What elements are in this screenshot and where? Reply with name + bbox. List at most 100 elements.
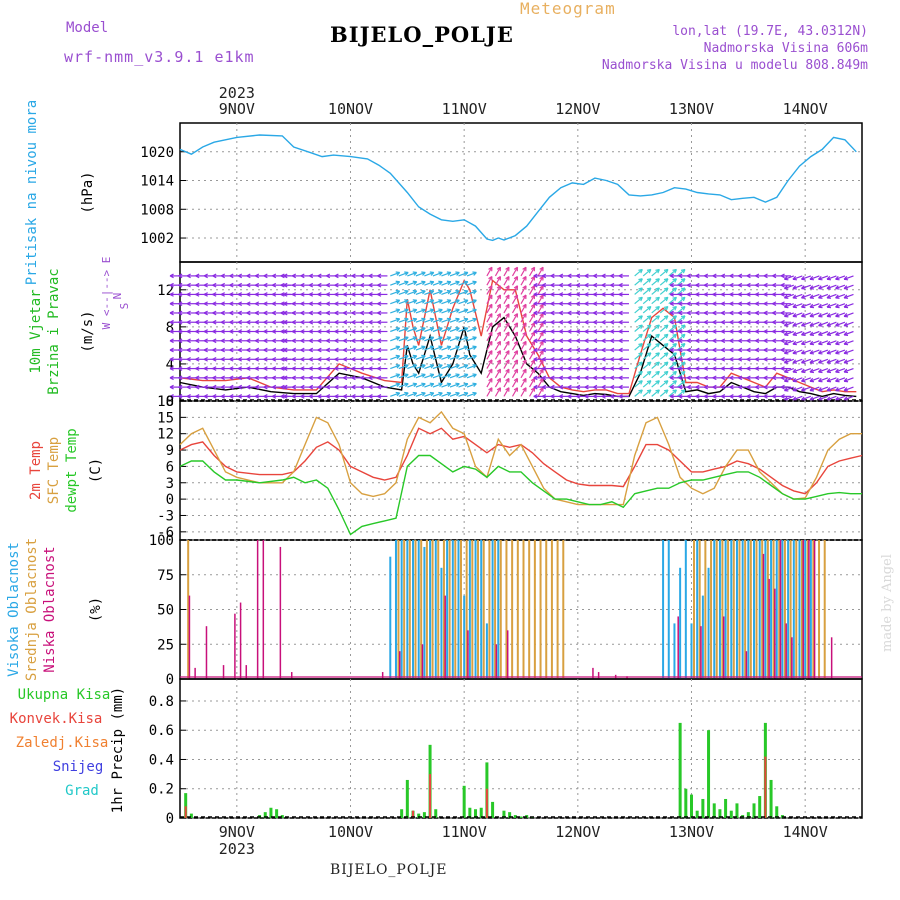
wind-arrow-head — [254, 338, 260, 344]
wind-arrow — [494, 313, 501, 323]
wind-arrow-head — [746, 394, 751, 399]
wind-arrow-head — [610, 338, 615, 344]
wind-arrow-head — [505, 350, 510, 355]
wind-arrow — [520, 313, 527, 323]
wind-arrow-head — [530, 359, 536, 364]
wind-arrow-head — [326, 310, 331, 316]
wind-arrow-head — [646, 305, 652, 311]
cloud-mid-bar — [545, 540, 548, 679]
wind-arrow-head — [843, 322, 849, 327]
wind-arrow-head — [237, 375, 243, 381]
wind-arrow-head — [843, 350, 849, 355]
wind-arrow-head — [729, 347, 734, 353]
wind-arrow — [486, 331, 493, 342]
wind-arrow-head — [522, 285, 527, 290]
wind-arrow-head — [522, 387, 527, 392]
wind-arrow — [407, 355, 417, 360]
cloud-high-bar — [730, 540, 733, 679]
wind-arrow-head — [203, 347, 208, 353]
wind-arrow-head — [220, 310, 225, 316]
wind-arrow — [784, 349, 795, 355]
wind-arrow-head — [783, 359, 789, 364]
wind-arrow-head — [638, 343, 643, 348]
wind-arrow-head — [308, 375, 314, 381]
series-line-dewpt-temp — [179, 454, 862, 536]
wind-arrow — [634, 315, 643, 323]
wind-arrow — [398, 318, 409, 323]
wind-arrow-head — [334, 329, 339, 334]
cloud-high-bar — [406, 540, 409, 679]
cloud-low-bar — [205, 626, 208, 679]
wind-arrow-head — [463, 364, 469, 369]
wind-direction-s: S — [118, 303, 131, 310]
wind-arrow-head — [220, 292, 225, 297]
wind-arrow-head — [610, 301, 615, 307]
wind-arrow-head — [539, 350, 544, 355]
y-tick-label: 0.8 — [149, 694, 174, 710]
wind-arrow-head — [212, 301, 217, 307]
wind-arrow — [826, 358, 837, 364]
wind-arrow-head — [351, 375, 356, 381]
wind-arrow-head — [655, 268, 660, 274]
wind-arrow-head — [541, 347, 547, 353]
cloud-mid-bar — [778, 540, 781, 679]
wind-arrow — [407, 281, 417, 286]
wind-arrow-head — [334, 347, 339, 353]
cloud-mid-bar — [522, 540, 525, 679]
wind-arrow-head — [377, 375, 382, 381]
wind-arrow-head — [541, 338, 547, 344]
precip-conv-bar — [412, 810, 415, 818]
wind-arrow-head — [229, 319, 234, 325]
wind-arrow-head — [818, 350, 823, 355]
cloud-high-bar — [429, 540, 432, 679]
wind-arrow — [676, 370, 686, 379]
wind-arrow — [466, 336, 477, 342]
wind-arrow — [511, 359, 518, 369]
wind-arrow-head — [334, 310, 339, 316]
wind-arrow-head — [326, 282, 331, 288]
wind-arrow — [792, 395, 803, 401]
wind-arrow — [634, 370, 643, 379]
wind-arrow-head — [541, 375, 547, 381]
wind-arrow-head — [505, 294, 510, 300]
wind-arrow-head — [801, 350, 806, 355]
wind-arrow-head — [404, 382, 409, 388]
wind-arrow-head — [686, 282, 692, 288]
wind-arrow-head — [300, 301, 305, 307]
cloud-mid-bar — [471, 540, 474, 679]
wind-arrow-head — [272, 338, 277, 344]
wind-arrow-head — [530, 331, 536, 337]
wind-arrow-head — [291, 356, 297, 362]
wind-arrow — [449, 281, 460, 286]
wind-arrow-head — [584, 347, 589, 353]
wind-arrow — [529, 387, 536, 397]
wind-arrow — [486, 359, 493, 369]
series-line-speed — [179, 316, 857, 398]
wind-arrow — [634, 287, 643, 295]
cloud-mid-bar — [477, 540, 480, 679]
wind-arrow-head — [712, 338, 717, 344]
wind-arrow — [784, 386, 795, 392]
wind-arrow — [529, 331, 536, 342]
wind-arrow-head — [809, 275, 815, 281]
wind-arrow-head — [308, 384, 314, 390]
wind-arrow — [529, 285, 536, 295]
wind-arrow — [466, 373, 477, 379]
wind-arrow — [503, 378, 510, 388]
wind-arrow-head — [669, 301, 674, 307]
precip-total-bar — [422, 812, 426, 818]
wind-arrow-head — [593, 301, 598, 307]
wind-arrow-head — [272, 273, 277, 279]
wind-arrow-head — [429, 326, 435, 332]
precip-total-bar — [735, 803, 739, 818]
wind-arrow-head — [351, 338, 356, 344]
wind-arrow-head — [826, 303, 832, 309]
wind-arrow — [826, 312, 837, 317]
wind-arrow-head — [280, 366, 285, 371]
wind-arrow-head — [738, 301, 743, 307]
wind-arrow-head — [655, 305, 660, 311]
wind-arrow-head — [638, 287, 643, 292]
wind-arrow-head — [343, 347, 348, 353]
wind-arrow-head — [533, 375, 538, 381]
wind-arrow-head — [220, 366, 225, 371]
